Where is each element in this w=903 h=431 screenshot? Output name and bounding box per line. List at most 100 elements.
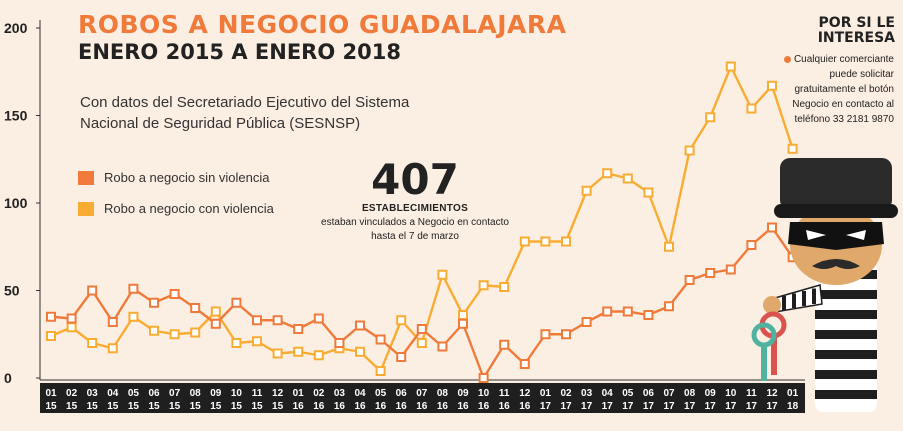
x-tick-label-month: 08 xyxy=(437,388,449,399)
x-tick-label-year: 17 xyxy=(684,401,696,412)
x-tick-label-year: 16 xyxy=(437,401,449,412)
marker-con-violencia xyxy=(767,80,777,91)
marker-con-violencia xyxy=(128,311,139,322)
x-tick-label-month: 08 xyxy=(684,388,696,399)
y-tick-label: 50 xyxy=(4,283,20,299)
thief-hat-crown xyxy=(780,158,892,210)
marker-con-violencia xyxy=(581,185,592,196)
x-tick-label-month: 04 xyxy=(354,388,366,399)
marker-sin-violencia xyxy=(272,315,283,326)
marker-con-violencia xyxy=(643,187,654,198)
x-tick-label-year: 16 xyxy=(375,401,387,412)
x-tick-label-year: 17 xyxy=(725,401,737,412)
x-tick-label-year: 17 xyxy=(643,401,655,412)
marker-con-violencia xyxy=(272,348,283,359)
marker-sin-violencia xyxy=(581,317,592,327)
x-axis-band xyxy=(40,383,805,413)
marker-con-violencia xyxy=(437,269,448,280)
x-tick-label-year: 15 xyxy=(169,401,181,412)
x-tick-label-month: 08 xyxy=(190,388,202,399)
marker-sin-violencia xyxy=(210,318,221,329)
marker-sin-violencia xyxy=(561,329,571,340)
marker-sin-violencia xyxy=(46,311,56,322)
x-tick-label-month: 02 xyxy=(313,388,325,399)
x-tick-label-month: 10 xyxy=(231,388,243,399)
x-tick-label-month: 12 xyxy=(272,388,284,399)
marker-con-violencia xyxy=(107,343,118,354)
thief-hand xyxy=(763,296,781,314)
marker-sin-violencia xyxy=(519,359,530,369)
x-tick-label-year: 17 xyxy=(705,401,717,412)
x-tick-label-year: 16 xyxy=(313,401,325,412)
marker-sin-violencia xyxy=(128,283,139,294)
x-tick-label-month: 07 xyxy=(416,388,428,399)
marker-sin-violencia xyxy=(87,285,98,296)
legend-label-sin-violencia: Robo a negocio sin violencia xyxy=(104,170,270,185)
marker-con-violencia xyxy=(787,143,798,154)
marker-sin-violencia xyxy=(416,324,427,334)
x-tick-label-year: 15 xyxy=(148,401,160,412)
thief-eye-right xyxy=(846,230,866,240)
marker-sin-violencia xyxy=(622,306,633,317)
x-tick-label-year: 17 xyxy=(602,401,614,412)
chart-title: ROBOS A NEGOCIO GUADALAJARA xyxy=(78,10,567,39)
marker-sin-violencia xyxy=(293,324,304,334)
legend-swatch-con-violencia xyxy=(78,201,94,216)
marker-sin-violencia xyxy=(664,301,674,312)
marker-con-violencia xyxy=(87,338,98,348)
marker-sin-violencia xyxy=(231,297,242,308)
marker-sin-violencia xyxy=(478,373,489,383)
x-tick-label-year: 15 xyxy=(45,401,57,412)
chart-subtitle: ENERO 2015 A ENERO 2018 xyxy=(78,40,401,64)
x-tick-label-year: 16 xyxy=(293,401,305,412)
x-tick-label-year: 17 xyxy=(766,401,778,412)
thief-shirt-stripe xyxy=(815,330,877,339)
marker-con-violencia xyxy=(664,241,674,252)
marker-con-violencia xyxy=(602,168,613,179)
marker-con-violencia xyxy=(416,338,427,348)
marker-con-violencia xyxy=(252,336,262,347)
marker-con-violencia xyxy=(375,366,386,376)
marker-con-violencia xyxy=(149,325,159,336)
marker-sin-violencia xyxy=(767,222,777,233)
x-tick-label-month: 09 xyxy=(210,388,222,399)
key-teal-shaft xyxy=(761,343,767,381)
x-tick-label-year: 17 xyxy=(622,401,634,412)
marker-con-violencia xyxy=(396,315,407,326)
x-tick-label-month: 09 xyxy=(705,388,717,399)
legend-label-con-violencia: Robo a negocio con violencia xyxy=(104,201,274,216)
x-tick-label-year: 16 xyxy=(334,401,346,412)
marker-con-violencia xyxy=(684,145,695,156)
x-tick-label-month: 11 xyxy=(252,388,263,399)
x-tick-label-month: 12 xyxy=(519,388,531,399)
x-tick-label-month: 01 xyxy=(293,388,305,399)
x-tick-label-year: 15 xyxy=(107,401,119,412)
marker-sin-violencia xyxy=(355,320,365,331)
key-red-shaft xyxy=(771,333,777,375)
marker-sin-violencia xyxy=(190,303,201,313)
x-tick-label-year: 15 xyxy=(66,401,78,412)
x-tick-label-month: 11 xyxy=(746,388,757,399)
x-tick-label-year: 16 xyxy=(354,401,366,412)
marker-con-violencia xyxy=(622,173,633,184)
marker-sin-violencia xyxy=(149,297,159,308)
x-tick-label-month: 03 xyxy=(581,388,593,399)
x-tick-label-year: 16 xyxy=(416,401,428,412)
y-tick-label: 150 xyxy=(4,108,28,124)
x-tick-label-year: 16 xyxy=(478,401,490,412)
x-tick-label-year: 18 xyxy=(787,401,799,412)
x-tick-label-month: 02 xyxy=(66,388,78,399)
x-tick-label-month: 07 xyxy=(663,388,675,399)
marker-sin-violencia xyxy=(725,264,736,275)
marker-sin-violencia xyxy=(705,268,716,278)
marker-con-violencia xyxy=(313,350,324,361)
marker-sin-violencia xyxy=(334,338,345,348)
x-tick-label-year: 17 xyxy=(540,401,552,412)
marker-sin-violencia xyxy=(252,315,262,326)
thief-eye-left xyxy=(806,230,826,240)
bullet-dot-icon xyxy=(783,55,791,63)
legend-item-sin-violencia: Robo a negocio sin violencia xyxy=(78,170,270,185)
x-tick-label-year: 15 xyxy=(231,401,243,412)
